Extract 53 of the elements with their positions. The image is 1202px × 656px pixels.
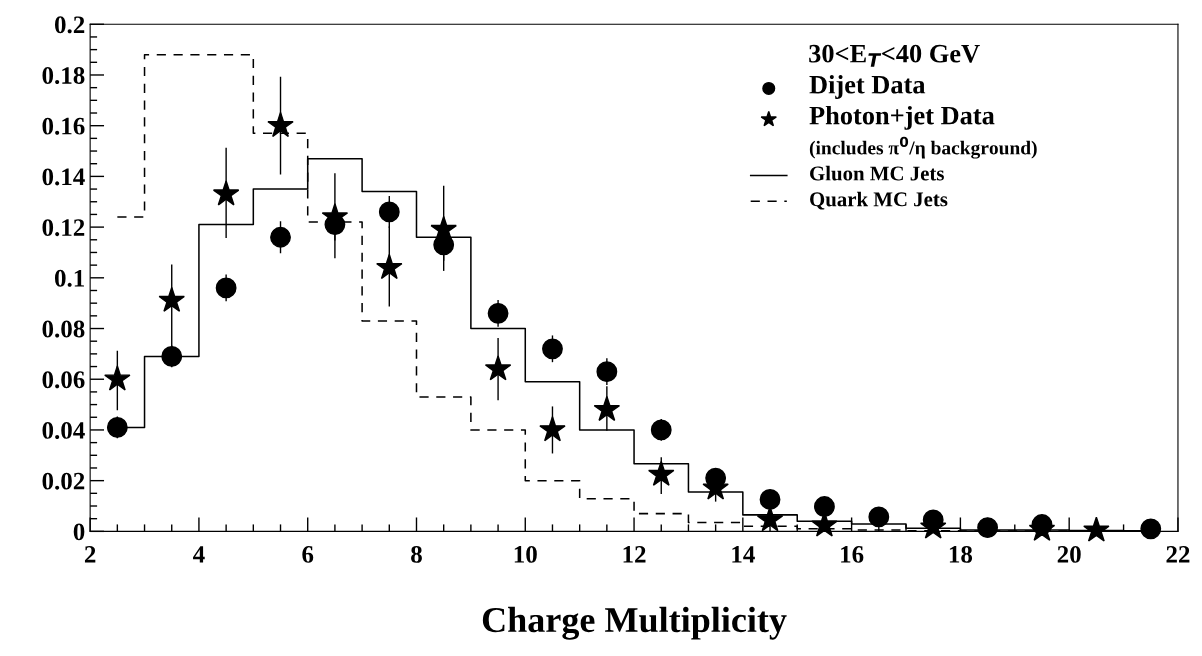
x-tick-label: 8 bbox=[411, 545, 422, 563]
point bbox=[106, 416, 128, 438]
x-tick-label: 10 bbox=[514, 545, 537, 563]
point bbox=[270, 226, 291, 248]
legend-label: Quark MC Jets bbox=[810, 191, 948, 210]
y-tick-label: 0.08 bbox=[42, 320, 85, 338]
legend-label: Gluon MC Jets bbox=[810, 165, 944, 181]
legend-label: Photon+jet Data bbox=[809, 105, 995, 130]
y-tick-label: 0.14 bbox=[42, 168, 85, 186]
legend-label: Dijet Data bbox=[809, 75, 926, 99]
point bbox=[593, 395, 621, 422]
point bbox=[104, 365, 131, 391]
point bbox=[1083, 516, 1110, 542]
point bbox=[756, 506, 784, 532]
y-tick-label: 0.16 bbox=[42, 117, 85, 135]
x-tick-label: 22 bbox=[1166, 546, 1190, 563]
x-tick-label: 16 bbox=[841, 546, 864, 563]
point bbox=[487, 302, 509, 324]
point bbox=[814, 496, 835, 517]
x-tick-label: 20 bbox=[1057, 545, 1081, 563]
point bbox=[267, 111, 294, 138]
y-tick-label: 0 bbox=[73, 523, 85, 541]
y-tick-label: 0.2 bbox=[54, 16, 85, 34]
x-tick-label: 2 bbox=[84, 546, 96, 563]
x-tick-label: 12 bbox=[623, 546, 646, 563]
point bbox=[648, 460, 675, 486]
x-axis-title: Charge Multiplicity bbox=[482, 606, 787, 640]
x-tick-label: 18 bbox=[949, 545, 973, 563]
x-tick-label: 4 bbox=[193, 546, 205, 563]
point bbox=[759, 488, 781, 510]
annotation: (includes π$^{0}$/η background) bbox=[809, 136, 1037, 159]
point bbox=[542, 338, 563, 360]
point bbox=[1140, 518, 1162, 540]
y-tick-label: 0.02 bbox=[42, 472, 85, 490]
point bbox=[158, 286, 185, 313]
legend-title: 30<E$_{T}$<40 GeV bbox=[809, 44, 980, 67]
point bbox=[376, 253, 403, 280]
x-tick-label: 6 bbox=[302, 546, 314, 563]
point bbox=[212, 180, 240, 206]
y-tick-label: 0.04 bbox=[42, 421, 85, 439]
point bbox=[977, 517, 999, 538]
point bbox=[378, 201, 400, 223]
y-tick-label: 0.12 bbox=[42, 219, 85, 237]
point bbox=[650, 419, 672, 441]
point bbox=[539, 416, 566, 442]
point bbox=[215, 277, 237, 299]
point bbox=[868, 506, 890, 528]
y-tick-label: 0.18 bbox=[42, 67, 85, 85]
y-tick-label: 0.06 bbox=[42, 371, 85, 389]
point bbox=[484, 355, 512, 381]
y-tick-label: 0.1 bbox=[54, 269, 84, 287]
point bbox=[430, 215, 457, 242]
x-tick-label: 14 bbox=[732, 546, 755, 563]
